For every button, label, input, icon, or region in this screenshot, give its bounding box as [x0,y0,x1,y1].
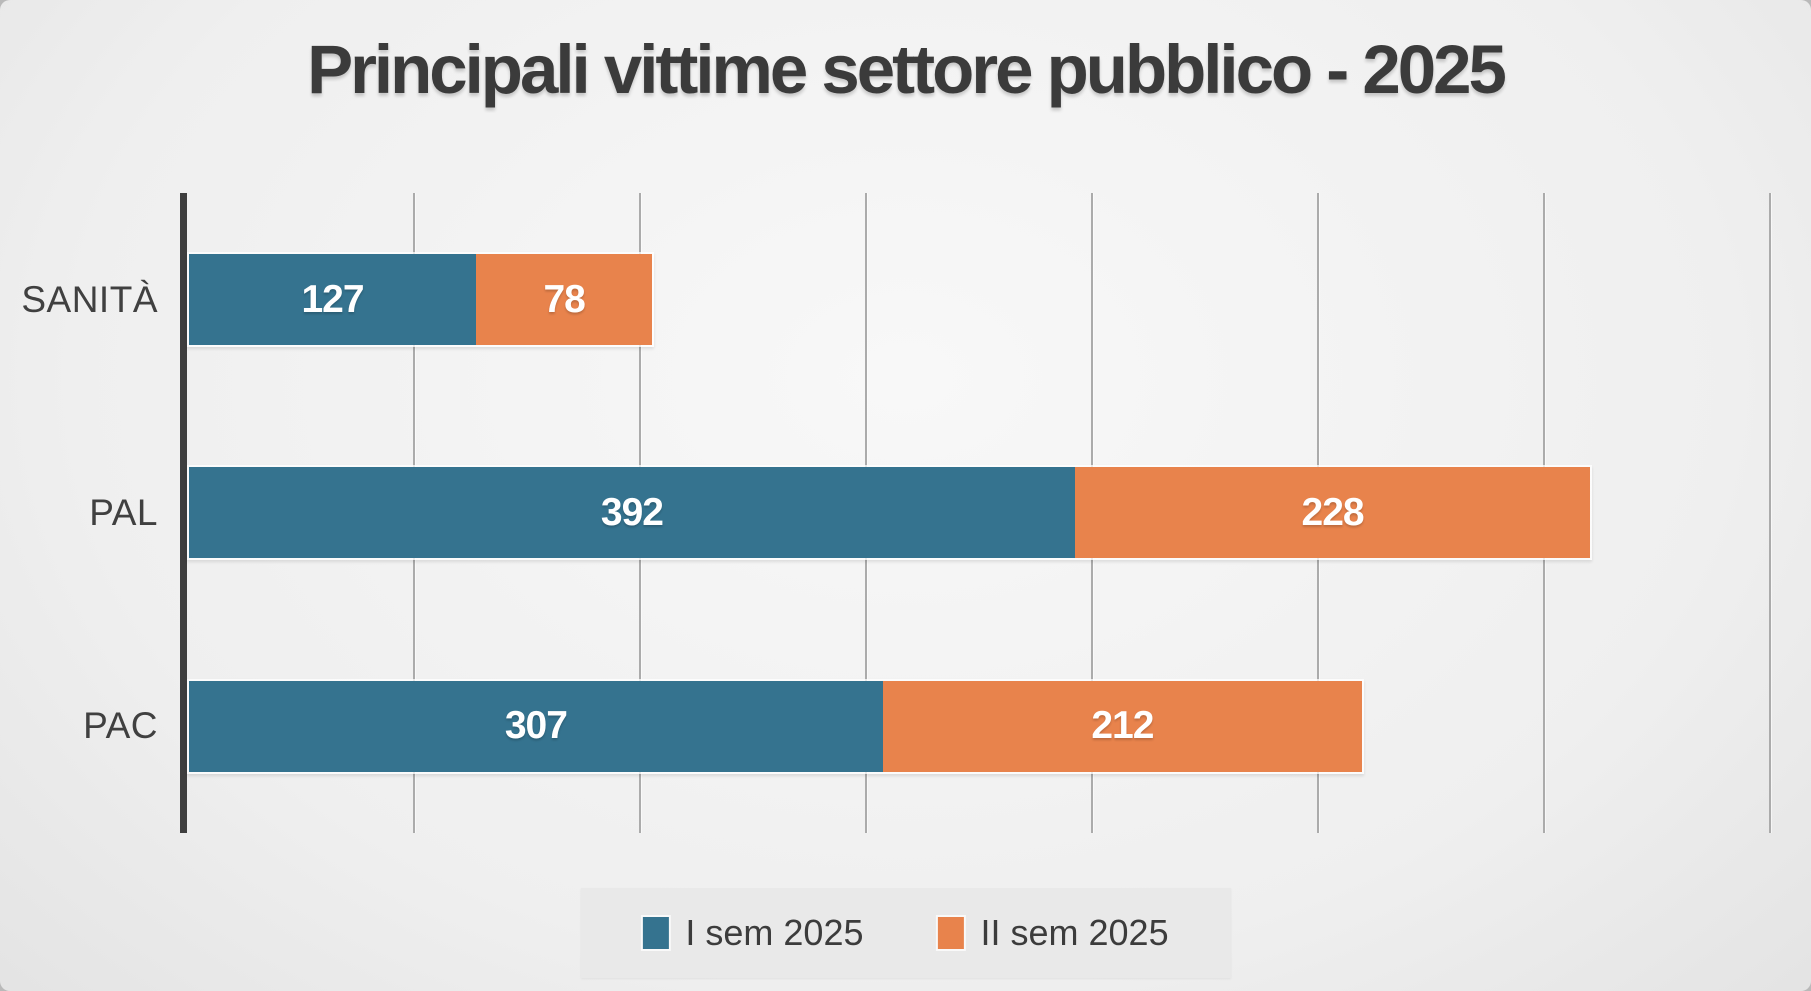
legend-label-sem2: II sem 2025 [980,912,1169,953]
bar-segment-sanità-i-sem-2025: 127 [189,254,477,346]
bar-row-pac: 307 212 [187,620,1769,833]
bar-value-label: 392 [600,490,664,534]
stacked-bar-sanità: 127 78 [187,252,655,348]
legend-label-sem1: I sem 2025 [685,912,864,953]
bar-segment-pal-i-sem-2025: 392 [189,467,1075,559]
plot-area: 127 78 392 228 307 212 [180,193,1771,833]
legend-item-sem1: I sem 2025 [642,912,864,954]
bar-segment-sanità-ii-sem-2025: 78 [476,254,653,346]
y-axis-line [180,193,187,833]
bar-segment-pac-ii-sem-2025: 212 [882,680,1362,772]
bar-value-label: 307 [504,704,568,748]
bar-value-label: 78 [543,277,585,321]
legend-swatch-sem2-icon [937,917,964,949]
bar-value-label: 127 [301,277,364,321]
legend-item-sem2: II sem 2025 [937,912,1169,954]
stacked-bar-pal: 392 228 [187,465,1593,561]
bar-value-label: 212 [1091,704,1154,748]
bar-value-label: 228 [1301,490,1365,534]
chart-title: Principali vittime settore pubblico - 20… [307,31,1507,108]
legend: I sem 2025 II sem 2025 [580,888,1231,978]
bars-container: 127 78 392 228 307 212 [187,193,1769,833]
category-label-sanità: SANITÀ [21,278,158,320]
stacked-bar-pac: 307 212 [187,678,1364,774]
gridline-700 [1769,193,1771,833]
category-label-pal: PAL [89,491,158,533]
category-axis-labels: SANITÀ PAL PAC [0,193,158,833]
bar-row-pal: 392 228 [187,406,1769,619]
category-label-pac: PAC [83,705,158,747]
bar-row-sanità: 127 78 [187,193,1769,406]
legend-swatch-sem1-icon [642,917,669,949]
bar-segment-pal-ii-sem-2025: 228 [1074,467,1591,559]
bar-segment-pac-i-sem-2025: 307 [189,680,883,772]
